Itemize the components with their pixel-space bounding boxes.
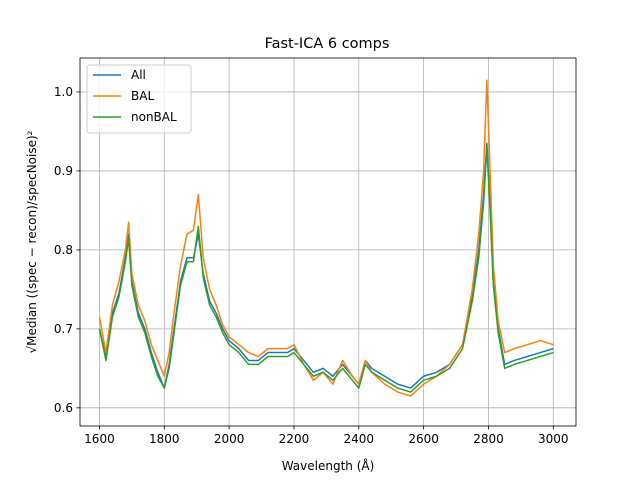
legend-label-nonbal: nonBAL <box>131 110 177 124</box>
x-tick-label: 1600 <box>84 432 115 446</box>
y-tick-label: 0.6 <box>54 401 73 415</box>
y-tick-label: 0.7 <box>54 322 73 336</box>
series-layer <box>98 79 554 397</box>
x-axis-label: Wavelength (Å) <box>282 458 375 473</box>
ticks: 1600 1800 2000 2200 2400 2600 2800 3000 0.6 0.7 0.… <box>54 85 569 446</box>
chart-title: Fast-ICA 6 comps <box>265 36 390 52</box>
plot-frame <box>79 57 577 427</box>
y-axis-label: √Median ((spec − recon)/specNoise)² <box>25 130 39 353</box>
y-tick-label: 0.8 <box>54 243 73 257</box>
y-tick-label: 1.0 <box>54 85 73 99</box>
x-tick-label: 3000 <box>538 432 569 446</box>
legend-label-bal: BAL <box>131 89 154 103</box>
legend: All BAL nonBAL <box>86 64 192 134</box>
x-tick-label: 2200 <box>279 432 310 446</box>
x-tick-label: 2600 <box>408 432 439 446</box>
x-tick-label: 2400 <box>344 432 375 446</box>
x-tick-label: 2800 <box>473 432 504 446</box>
x-tick-label: 1800 <box>149 432 180 446</box>
legend-box <box>86 64 192 134</box>
legend-label-all: All <box>131 68 146 82</box>
series-line-nonbal <box>98 146 554 393</box>
series-line-bal <box>98 79 554 397</box>
x-tick-label: 2000 <box>214 432 245 446</box>
y-tick-label: 0.9 <box>54 164 73 178</box>
